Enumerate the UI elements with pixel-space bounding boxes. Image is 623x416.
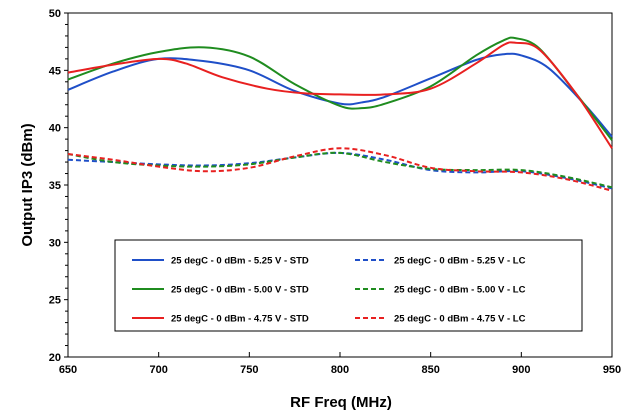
series-line [67,147,613,192]
legend-box [114,239,583,332]
series-line [67,52,613,138]
plot-area: 20 25 30 35 40 45 50 650 700 750 800 850 900 950 25 de… [49,8,621,376]
x-axis-title: RF Freq (MHz) [290,394,392,411]
x-tick-label: 750 [240,364,258,376]
y-tick-label: 25 [49,295,61,307]
y-tick-label: 35 [49,180,61,192]
legend-label: 25 degC - 0 dBm - 5.25 V - LC [394,256,526,267]
legend-label: 25 degC - 0 dBm - 5.00 V - STD [171,285,309,296]
y-tick-label: 50 [49,8,61,20]
y-tick-label: 30 [49,237,61,249]
series-line [67,41,613,149]
x-tick-label: 700 [149,364,167,376]
legend-label: 25 degC - 0 dBm - 4.75 V - STD [171,314,309,325]
legend-label: 25 degC - 0 dBm - 5.25 V - STD [171,256,309,267]
x-tick-label: 850 [421,364,439,376]
x-tick-label: 650 [59,364,77,376]
y-tick-label: 45 [49,65,61,77]
legend-label: 25 degC - 0 dBm - 4.75 V - LC [394,314,526,325]
y-tick-label: 20 [49,352,61,364]
x-tick-label: 950 [603,364,621,376]
legend-label: 25 degC - 0 dBm - 5.00 V - LC [394,285,526,296]
series-line [67,151,613,189]
x-tick-label: 800 [331,364,349,376]
y-axis-title: Output IP3 (dBm) [19,123,36,246]
series-line [67,36,613,141]
x-tick-label: 900 [512,364,530,376]
y-tick-label: 40 [49,123,61,135]
